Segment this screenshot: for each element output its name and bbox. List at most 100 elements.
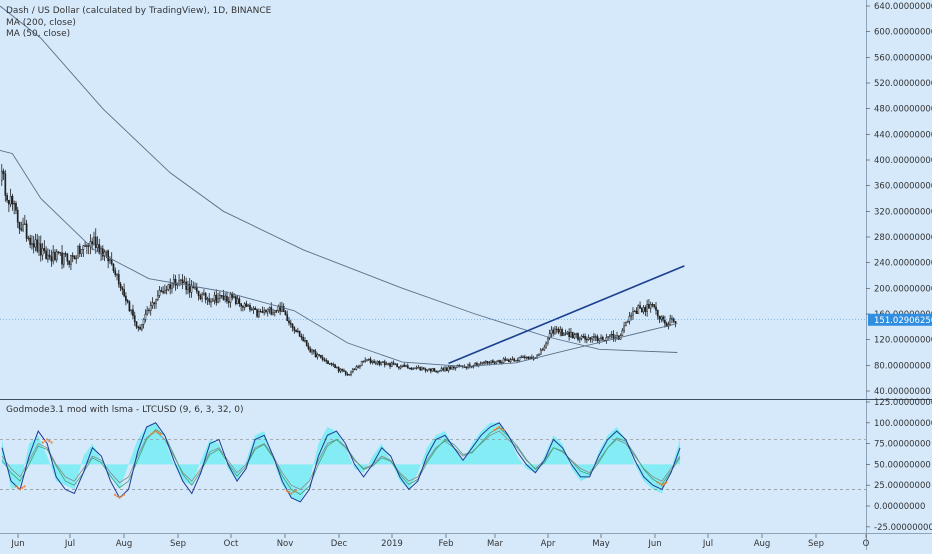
candle-body bbox=[394, 363, 397, 366]
candle-body bbox=[396, 363, 399, 368]
time-tick-label: Jun bbox=[10, 539, 24, 549]
candle-body bbox=[323, 359, 326, 361]
oscillator-marker bbox=[118, 496, 121, 499]
candle-body bbox=[351, 368, 354, 373]
candle-body bbox=[431, 368, 434, 372]
current-price-tag[interactable] bbox=[868, 313, 932, 326]
candle-body bbox=[281, 306, 283, 312]
candle-body bbox=[362, 360, 365, 363]
price-tick-label: 240.00000000 bbox=[874, 259, 932, 269]
oscillator-marker bbox=[656, 481, 659, 484]
candle-body bbox=[282, 306, 285, 312]
time-tick-label: Jul bbox=[702, 539, 713, 549]
candle-body bbox=[561, 329, 563, 336]
time-tick-label: O bbox=[863, 539, 870, 549]
candle-body bbox=[55, 251, 58, 260]
candle-body bbox=[621, 330, 624, 336]
candle-body bbox=[266, 308, 269, 313]
candle-body bbox=[378, 361, 381, 365]
oscillator-marker bbox=[48, 439, 51, 443]
candle-body bbox=[4, 173, 7, 196]
oscillator-axis[interactable]: 125.00000000 100.00000000 75.00000000 50.00… bbox=[866, 398, 932, 533]
candle-body bbox=[2, 170, 5, 175]
price-axis[interactable]: 640.00000000 600.00000000 560.00000000 520.… bbox=[866, 2, 932, 397]
oscillator-marker bbox=[46, 438, 49, 441]
oscillator-marker bbox=[14, 485, 17, 488]
candle-body bbox=[343, 370, 345, 372]
candle-body bbox=[31, 243, 33, 245]
candle-body bbox=[428, 368, 430, 370]
candle-body bbox=[224, 295, 227, 300]
candle-body bbox=[20, 228, 23, 231]
candle-body bbox=[54, 251, 56, 260]
candle-body bbox=[121, 287, 124, 290]
candle-body bbox=[562, 333, 565, 336]
candle-body bbox=[674, 320, 677, 324]
candle-body bbox=[8, 200, 10, 205]
candle-body bbox=[139, 327, 141, 330]
ma200-line[interactable] bbox=[0, 5, 678, 353]
candle-body bbox=[263, 310, 266, 313]
trendline[interactable] bbox=[448, 265, 685, 365]
candle-body bbox=[156, 295, 159, 301]
candle-body bbox=[316, 354, 319, 358]
candle-body bbox=[486, 361, 489, 364]
candle-body bbox=[210, 301, 212, 303]
time-tick-label: Apr bbox=[541, 539, 556, 549]
candle-body bbox=[649, 304, 652, 309]
candle-body bbox=[587, 337, 590, 340]
candle-body bbox=[529, 357, 531, 359]
candle-body bbox=[336, 367, 338, 369]
candle-body bbox=[234, 296, 237, 305]
candle-body bbox=[293, 327, 296, 331]
candle-body bbox=[490, 360, 492, 363]
ma200-legend[interactable]: MA (200, close) bbox=[6, 18, 76, 28]
oscillator-pane[interactable] bbox=[0, 422, 866, 503]
candle-body bbox=[383, 361, 386, 366]
indicator-title[interactable]: Godmode3.1 mod with lsma - LTCUSD (9, 6,… bbox=[6, 405, 244, 415]
candle-body bbox=[330, 363, 333, 365]
candle-body bbox=[502, 358, 505, 363]
candle-body bbox=[653, 304, 656, 308]
candle-body bbox=[297, 330, 299, 333]
time-tick-label: Mar bbox=[487, 539, 504, 549]
time-tick-label: Sep bbox=[808, 539, 824, 549]
candle-body bbox=[9, 195, 12, 205]
ma50-legend[interactable]: MA (50, close) bbox=[6, 29, 71, 39]
candle-body bbox=[609, 334, 611, 337]
price-pane[interactable] bbox=[0, 5, 866, 377]
candle-body bbox=[516, 360, 519, 362]
oscillator-marker bbox=[156, 431, 159, 434]
price-tick-label: 640.00000000 bbox=[874, 2, 932, 12]
candle-body bbox=[171, 283, 173, 289]
candle-body bbox=[48, 254, 51, 258]
oscillator-marker bbox=[660, 484, 664, 487]
candle-body bbox=[405, 365, 407, 368]
candle-body bbox=[422, 367, 425, 370]
candle-body bbox=[371, 360, 374, 363]
chart-title[interactable]: Dash / US Dollar (calculated by TradingV… bbox=[6, 6, 272, 16]
time-tick-label: Nov bbox=[277, 539, 294, 549]
candle-body bbox=[417, 367, 420, 369]
time-axis[interactable]: Jun Jul Aug Sep Oct Nov Dec 2019 Feb Mar Apr May Jun… bbox=[10, 534, 870, 549]
candle-body bbox=[550, 329, 553, 334]
candle-body bbox=[101, 248, 104, 257]
ma50-line[interactable] bbox=[0, 149, 678, 368]
candle-body bbox=[539, 349, 542, 355]
candle-body bbox=[32, 243, 35, 248]
candle-body bbox=[185, 281, 188, 290]
candle-body bbox=[107, 250, 110, 262]
candle-body bbox=[146, 309, 149, 315]
candle-body bbox=[568, 331, 570, 338]
oscillator-blue-line[interactable] bbox=[1, 422, 681, 503]
candle-body bbox=[284, 311, 287, 315]
candle-body bbox=[45, 250, 47, 260]
candle-body bbox=[68, 260, 70, 265]
candles bbox=[0, 164, 677, 377]
candle-body bbox=[126, 300, 129, 303]
osc-tick-label: 75.00000000 bbox=[874, 440, 931, 450]
candle-body bbox=[662, 316, 664, 321]
price-tick-label: 400.00000000 bbox=[874, 156, 932, 166]
candle-body bbox=[350, 371, 352, 375]
